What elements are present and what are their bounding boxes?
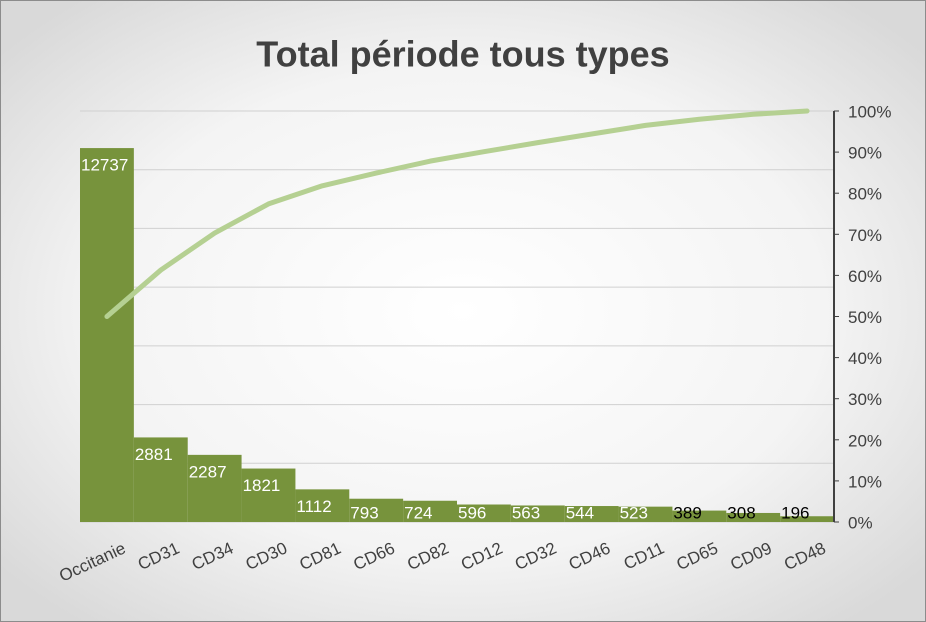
data-label: 793	[350, 503, 378, 522]
y2-tick-label: 10%	[848, 472, 882, 491]
bar	[510, 505, 565, 522]
y2-tick-label: 30%	[848, 390, 882, 409]
bar	[133, 437, 188, 522]
y2-tick-label: 100%	[848, 102, 891, 121]
cumulative-line	[104, 108, 810, 319]
data-label: 596	[458, 503, 486, 522]
bar	[295, 489, 350, 522]
data-label: 308	[727, 503, 755, 522]
y2-tick-label: 0%	[848, 513, 873, 532]
data-label: 12737	[81, 156, 128, 175]
data-label: 724	[404, 503, 432, 522]
data-label: 523	[620, 503, 648, 522]
data-label: 196	[781, 503, 809, 522]
bar	[187, 454, 242, 522]
chart-title: Total période tous types	[256, 34, 669, 75]
y2-tick-label: 50%	[848, 308, 882, 327]
y2-tick-label: 80%	[848, 185, 882, 204]
data-label: 1821	[243, 476, 281, 495]
y2-tick-label: 40%	[848, 349, 882, 368]
bar	[564, 506, 619, 522]
bar	[780, 516, 834, 522]
y2-tick-label: 70%	[848, 226, 882, 245]
data-label: 1112	[296, 497, 331, 516]
bar	[80, 148, 134, 522]
y2-tick-label: 20%	[848, 431, 882, 450]
bar	[241, 468, 296, 522]
bar	[618, 506, 673, 522]
data-label: 563	[512, 503, 540, 522]
bar	[403, 500, 457, 522]
data-label: 2881	[135, 445, 173, 464]
data-label: 389	[673, 503, 701, 522]
y2-tick-label: 90%	[848, 144, 882, 163]
data-label: 544	[566, 503, 594, 522]
bar	[349, 498, 404, 522]
data-label: 2287	[189, 462, 227, 481]
bar	[726, 512, 781, 522]
y2-tick-label: 60%	[848, 267, 882, 286]
bar	[672, 510, 727, 522]
bar	[457, 504, 511, 522]
